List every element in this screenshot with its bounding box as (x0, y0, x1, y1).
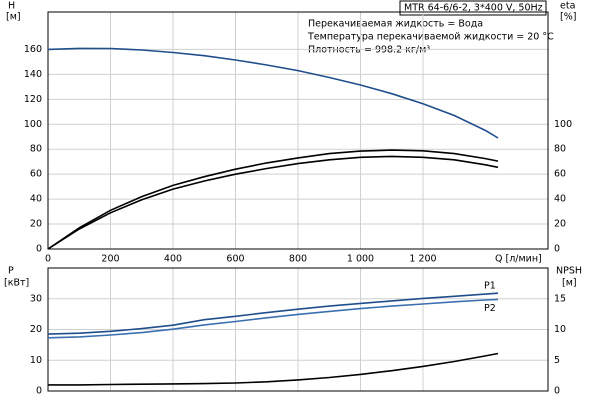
y2-tick-label: 15 (554, 293, 566, 304)
curve-label: P1 (484, 281, 496, 292)
curve (47, 155, 499, 250)
y2-axis-title: NPSH (556, 266, 582, 277)
plot-frame (47, 267, 549, 392)
x-tick-label: 800 (289, 254, 307, 265)
y2-axis-title: eta (560, 1, 575, 12)
y-tick-label: 100 (24, 119, 42, 130)
y2-tick-label: 80 (554, 144, 566, 155)
y2-tick-label: 0 (554, 244, 560, 255)
curve-label: P2 (484, 303, 496, 314)
curve (47, 47, 499, 139)
info-line: Перекачиваемая жидкость = Вода (308, 19, 483, 30)
y-axis-unit: [м] (6, 12, 21, 23)
y-tick-label: 140 (24, 69, 42, 80)
y-tick-label: 60 (30, 169, 42, 180)
x-tick-label: 200 (101, 254, 119, 265)
y-tick-label: 0 (36, 244, 42, 255)
y2-axis-unit: [%] (560, 12, 576, 23)
y-tick-label: 80 (30, 144, 42, 155)
x-tick-label: 600 (226, 254, 244, 265)
y-tick-label: 10 (30, 355, 42, 366)
info-line: Плотность = 998.2 кг/м³ (308, 45, 430, 56)
curve (47, 298, 499, 339)
y-tick-label: 20 (30, 324, 42, 335)
curve (47, 149, 499, 250)
y-axis-title: P (8, 266, 14, 277)
curve (47, 292, 499, 335)
y2-tick-label: 100 (554, 119, 572, 130)
y2-tick-label: 60 (554, 169, 566, 180)
y2-axis-unit: [м] (562, 278, 577, 289)
y-tick-label: 120 (24, 94, 42, 105)
x-tick-label: 1 000 (347, 254, 374, 265)
plot-frame (47, 11, 549, 250)
x-axis-title: Q [л/мин] (495, 254, 542, 265)
y-tick-label: 30 (30, 293, 42, 304)
y2-tick-label: 20 (554, 219, 566, 230)
y2-tick-label: 10 (554, 324, 566, 335)
y2-tick-label: 0 (554, 386, 560, 397)
x-tick-label: 0 (45, 254, 51, 265)
x-tick-label: 400 (164, 254, 182, 265)
y-tick-label: 160 (24, 44, 42, 55)
y-tick-label: 20 (30, 219, 42, 230)
info-line: Температура перекачиваемой жидкости = 20… (307, 32, 554, 43)
x-tick-label: 1 200 (409, 254, 436, 265)
y-axis-unit: [кВт] (4, 278, 29, 289)
y-axis-title: H (8, 1, 15, 12)
y2-tick-label: 5 (554, 355, 560, 366)
curve (48, 352, 499, 386)
y-tick-label: 0 (36, 386, 42, 397)
y2-tick-label: 40 (554, 194, 566, 205)
y-tick-label: 40 (30, 194, 42, 205)
model-title: MTR 64-6/6-2, 3*400 V, 50Hz (404, 3, 543, 14)
